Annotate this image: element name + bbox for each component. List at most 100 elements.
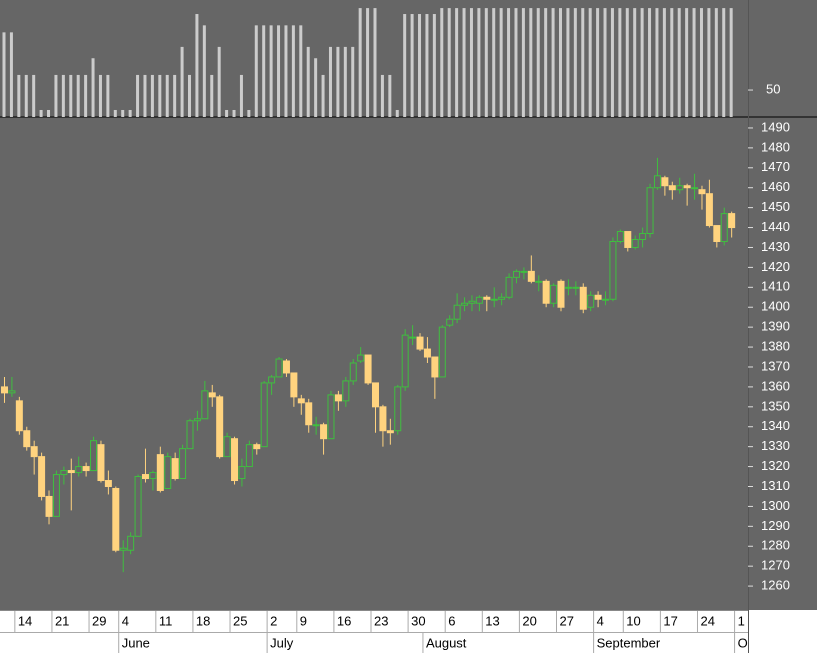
candle-body [720,213,728,242]
y-tick-label: 1280 [761,538,790,553]
candle-body [728,213,736,229]
indicator-bar [98,74,102,117]
candle-body [334,394,342,402]
y-tick-label: 1260 [761,578,790,593]
candle-body [268,376,276,384]
indicator-bar [455,8,459,118]
candle-body [60,470,68,476]
indicator-bar [469,8,473,118]
y-axis-band [748,0,817,610]
indicator-bar [699,8,703,118]
candle-body [535,280,543,283]
candle-body [67,470,75,474]
candle-body [320,424,328,440]
candle-body [676,185,684,191]
candle-body [208,392,216,398]
indicator-bar [269,25,273,118]
indicator-bar [277,25,281,118]
y-tick-label: 1340 [761,418,790,433]
indicator-bar [551,8,555,118]
candle-body [557,280,565,308]
indicator-bar [158,74,162,117]
indicator-bar [403,14,407,118]
candle-body [1,386,8,394]
candle-body [104,480,112,487]
indicator-bar [559,8,562,118]
indicator-bar [69,74,73,117]
y-tick-label: 1420 [761,259,790,274]
candle-body [587,294,595,308]
indicator-bar [351,46,355,117]
candle-body [423,348,431,358]
candle-body [409,336,417,339]
indicator-tick-label: 50 [766,81,780,96]
x-tick-label: 10 [626,613,640,628]
candle-body [290,372,298,398]
candle-body [141,474,149,480]
indicator-bar [588,8,592,118]
x-tick-label: 18 [196,613,210,628]
candle-body [542,280,550,304]
indicator-bar [707,8,711,118]
month-label: August [426,635,467,650]
candle-body [572,286,580,289]
indicator-bar [610,8,614,118]
indicator-bar [32,74,36,117]
candle-body [297,398,305,404]
y-tick-label: 1470 [761,159,790,174]
indicator-bar [217,46,221,117]
y-tick-label: 1270 [761,558,790,573]
x-tick-label: 14 [18,613,32,628]
candle-body [75,466,83,474]
candle-body [305,402,313,426]
candle-body [379,406,387,432]
indicator-bar [247,109,251,117]
x-tick-label: 20 [522,613,536,628]
indicator-bar [136,74,140,117]
candle-body [327,394,335,440]
indicator-bar [388,74,392,117]
indicator-bar [343,46,347,117]
indicator-bar [544,8,548,118]
indicator-bar [121,109,125,117]
candle-body [23,430,31,448]
candle-body [97,444,105,482]
candle-body [602,298,610,301]
candle-body [483,296,491,300]
indicator-bar [366,8,370,118]
x-tick-label: 9 [300,613,307,628]
y-tick-label: 1450 [761,199,790,214]
indicator-bar [225,109,229,117]
candle-body [520,270,528,273]
candle-body [631,239,639,248]
candle-body [527,270,535,282]
indicator-bar [61,74,65,117]
candle-body [401,334,409,388]
indicator-bar [499,8,503,118]
candle-body [156,454,164,491]
candle-body [372,382,379,408]
indicator-bar [291,25,295,118]
y-tick-label: 1490 [761,119,790,134]
indicator-bar [180,46,184,117]
candle-body [512,270,520,278]
candle-body [260,382,268,448]
indicator-bar [113,109,117,117]
indicator-bar [321,74,325,117]
indicator-bar [648,8,652,118]
indicator-bar [492,8,496,118]
x-tick-label: 24 [700,613,714,628]
indicator-bar [596,8,600,118]
candle-body [275,358,283,378]
x-tick-label: 23 [374,613,388,628]
x-tick-label: 13 [485,613,499,628]
candle-body [498,296,506,300]
candle-body [179,448,187,480]
month-label: O [738,635,748,650]
candle-body [624,231,632,248]
y-tick-label: 1390 [761,319,790,334]
indicator-bar [521,8,525,118]
candle-body [8,390,16,394]
candle-body [186,420,194,450]
candle-body [453,304,461,320]
